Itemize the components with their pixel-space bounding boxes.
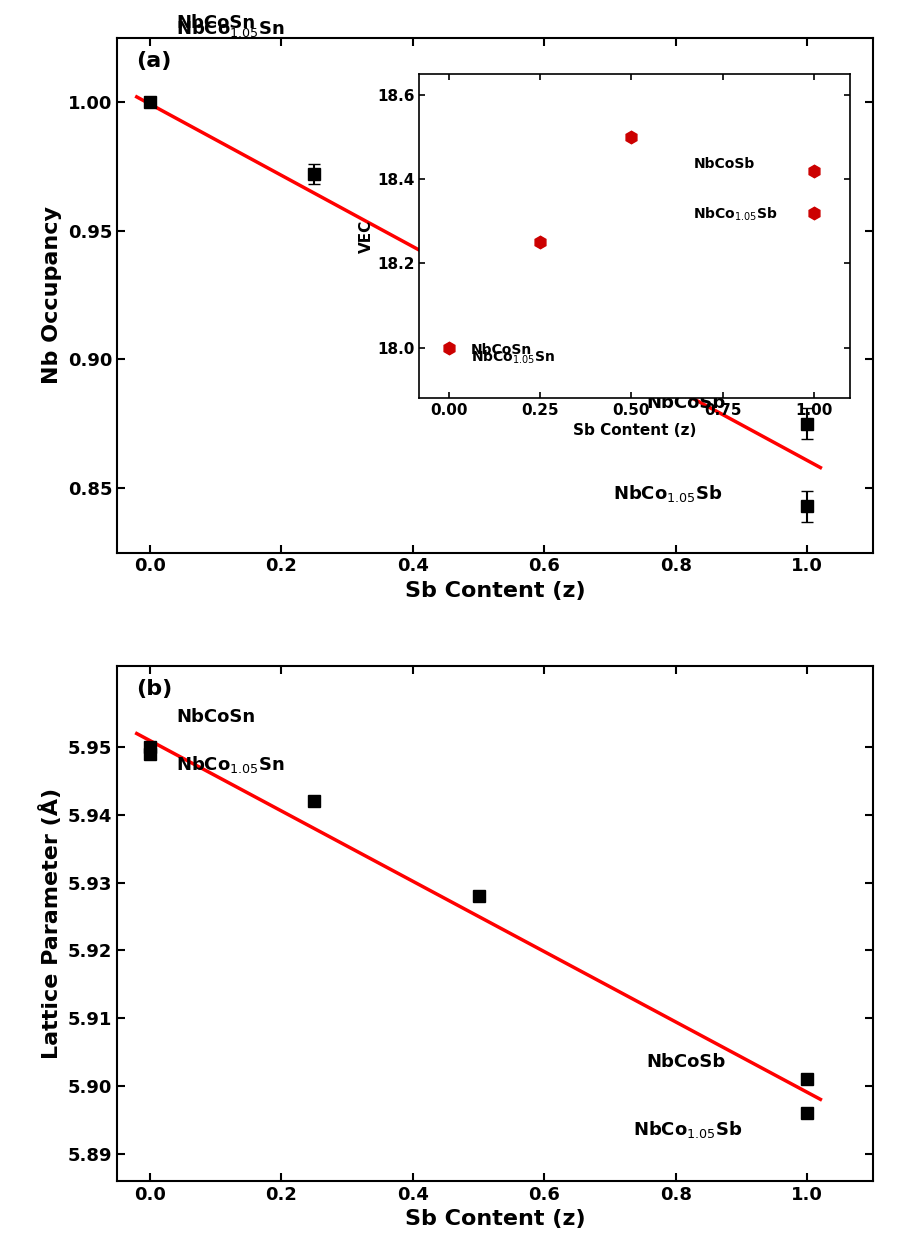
- Text: NbCoSn: NbCoSn: [176, 707, 256, 726]
- Text: NbCo$_{1.05}$Sn: NbCo$_{1.05}$Sn: [176, 19, 284, 39]
- Text: NbCo$_{1.05}$Sn: NbCo$_{1.05}$Sn: [176, 754, 284, 775]
- X-axis label: Sb Content (z): Sb Content (z): [405, 582, 585, 600]
- Y-axis label: Lattice Parameter (Å): Lattice Parameter (Å): [39, 788, 62, 1059]
- Text: NbCoSb: NbCoSb: [646, 1053, 725, 1071]
- Text: NbCoSn: NbCoSn: [176, 14, 256, 31]
- Text: (a): (a): [136, 50, 171, 70]
- Text: (b): (b): [136, 678, 172, 698]
- Y-axis label: Nb Occupancy: Nb Occupancy: [42, 206, 62, 384]
- Text: NbCoSb: NbCoSb: [646, 394, 725, 412]
- Text: NbCo$_{1.05}$Sb: NbCo$_{1.05}$Sb: [633, 1119, 742, 1140]
- Text: NbCo$_{1.05}$Sb: NbCo$_{1.05}$Sb: [613, 482, 723, 504]
- X-axis label: Sb Content (z): Sb Content (z): [405, 1210, 585, 1230]
